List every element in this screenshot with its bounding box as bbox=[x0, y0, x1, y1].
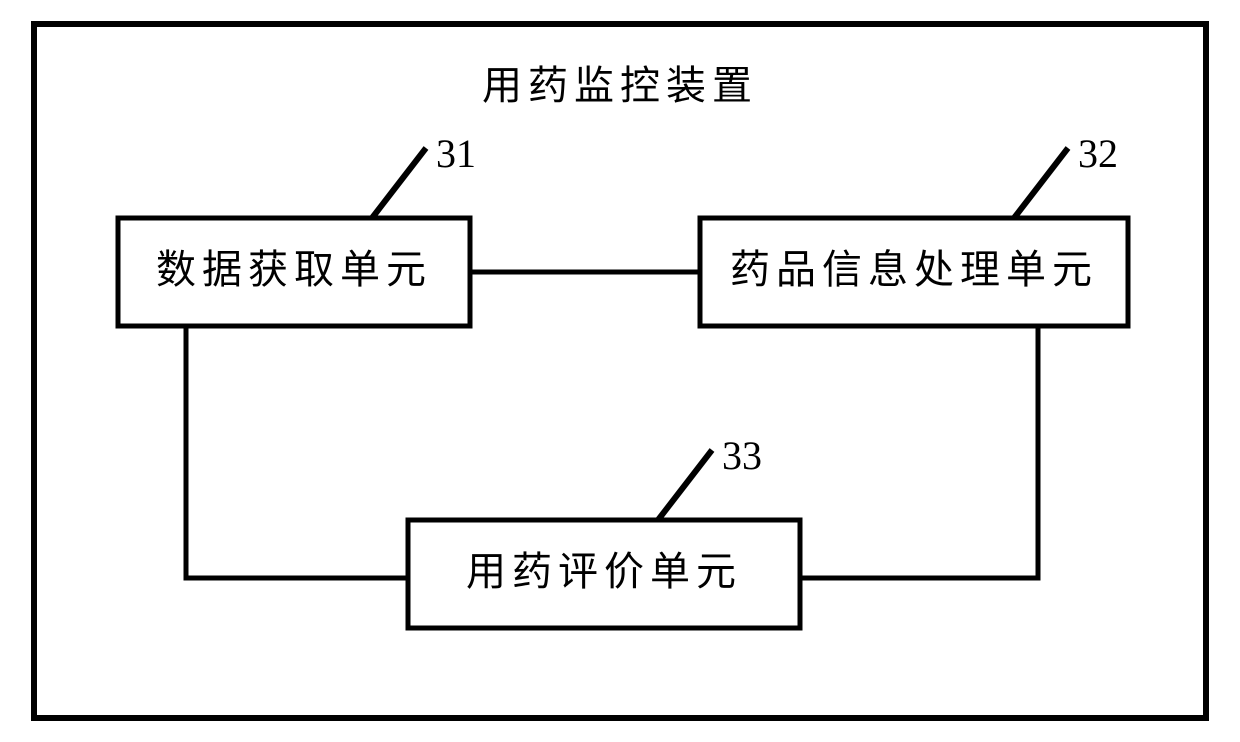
node-number-n32: 32 bbox=[1078, 131, 1118, 176]
diagram-title: 用药监控装置 bbox=[482, 63, 758, 108]
node-number-n33: 33 bbox=[722, 433, 762, 478]
node-label-n31: 数据获取单元 bbox=[156, 247, 432, 292]
node-number-n31: 31 bbox=[436, 131, 476, 176]
node-label-n32: 药品信息处理单元 bbox=[730, 247, 1098, 292]
node-label-n33: 用药评价单元 bbox=[466, 549, 742, 594]
